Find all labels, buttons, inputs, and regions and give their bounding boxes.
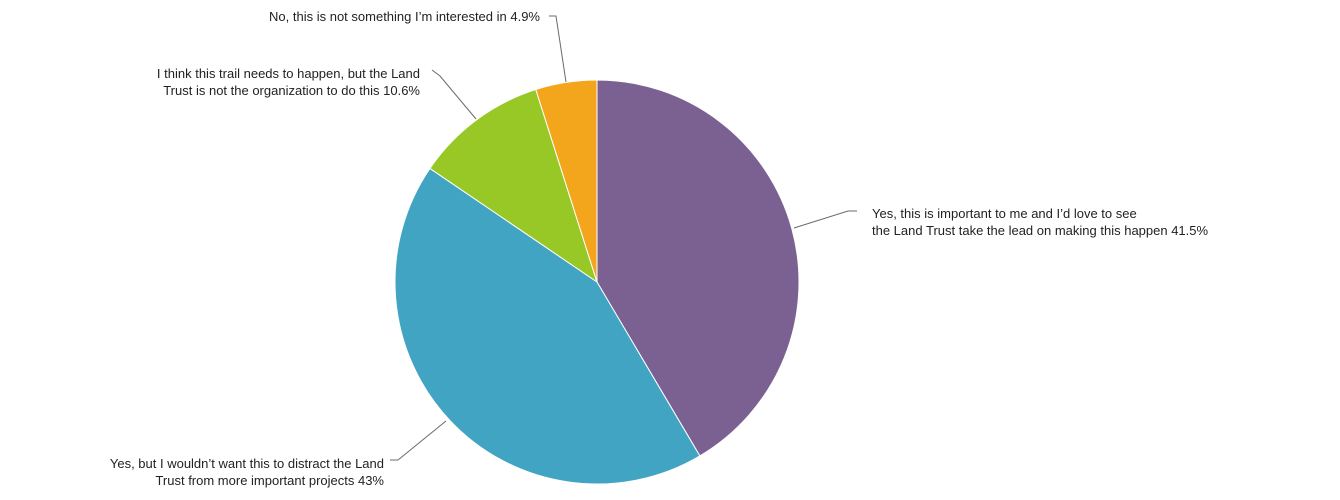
slice-label-0-line-0: Yes, this is important to me and I’d lov… xyxy=(872,206,1137,221)
slice-label-3-line-0: No, this is not something I’m interested… xyxy=(269,9,540,24)
slice-label-3: No, this is not something I’m interested… xyxy=(269,9,540,24)
leader-line-3 xyxy=(549,15,567,83)
slices-layer xyxy=(394,79,800,485)
pie-slice-1 xyxy=(394,167,701,485)
slice-label-0: Yes, this is important to me and I’d lov… xyxy=(872,206,1209,238)
leader-line-0 xyxy=(793,210,857,229)
slice-label-1-line-1: Trust from more important projects 43% xyxy=(155,473,384,488)
slice-label-1: Yes, but I wouldn’t want this to distrac… xyxy=(110,456,385,488)
slice-label-2: I think this trail needs to happen, but … xyxy=(157,66,421,98)
slice-label-1-line-0: Yes, but I wouldn’t want this to distrac… xyxy=(110,456,384,471)
pie-slice-3 xyxy=(535,79,598,283)
leader-lines-layer xyxy=(390,15,857,461)
pie-slice-0 xyxy=(596,79,800,457)
slice-label-2-line-0: I think this trail needs to happen, but … xyxy=(157,66,420,81)
slice-label-0-line-1: the Land Trust take the lead on making t… xyxy=(872,223,1209,238)
labels-layer: Yes, this is important to me and I’d lov… xyxy=(110,9,1209,488)
leader-line-2 xyxy=(431,69,477,120)
leader-line-1 xyxy=(390,420,447,461)
pie-slice-2 xyxy=(429,88,598,284)
slice-label-2-line-1: Trust is not the organization to do this… xyxy=(163,83,420,98)
